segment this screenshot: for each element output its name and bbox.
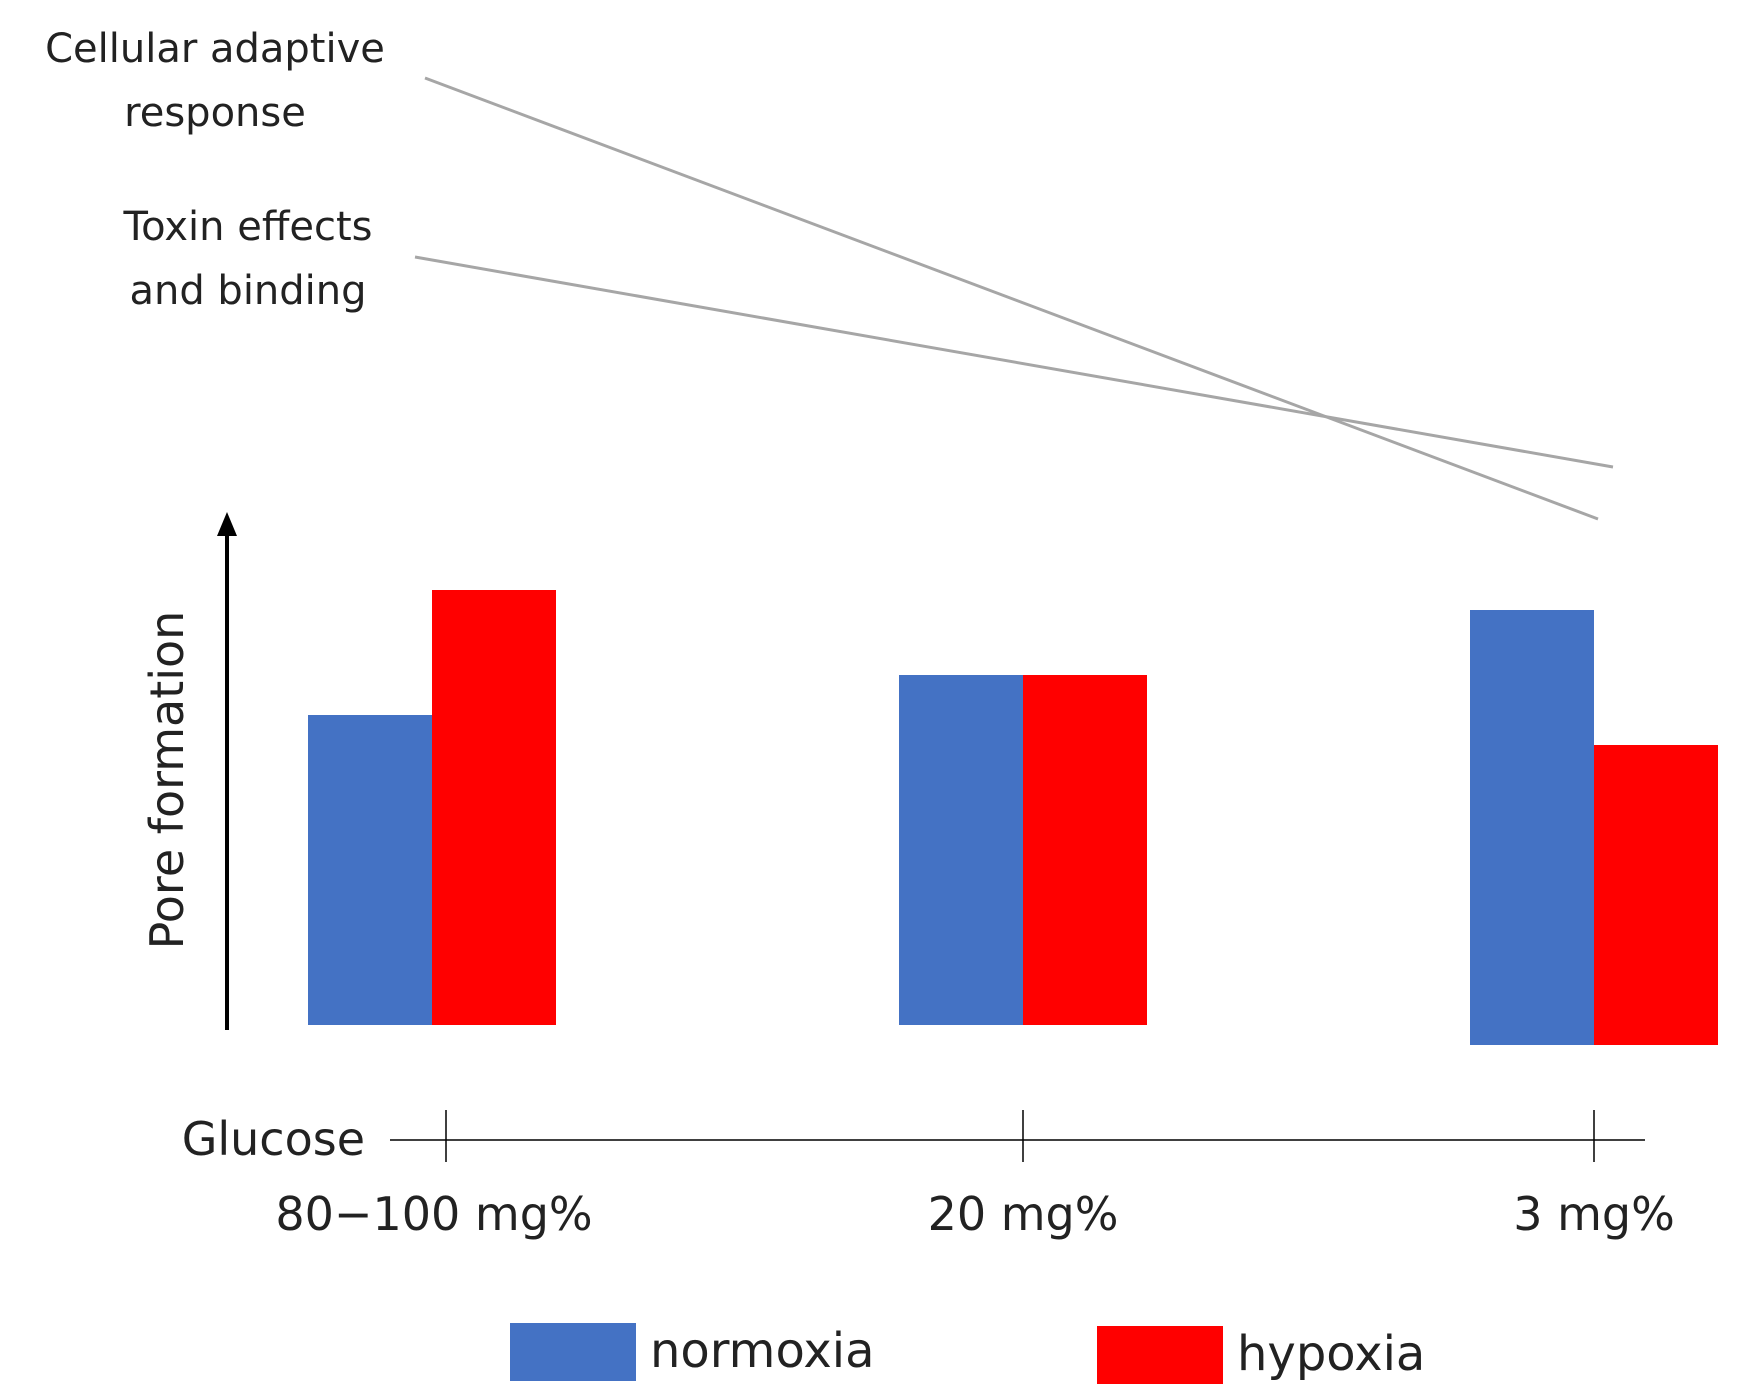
- bar-normoxia-20-mg: [899, 675, 1023, 1025]
- legend-swatch-normoxia: [510, 1323, 636, 1381]
- x-tick-label-80-100-mg: 80−100 mg%: [275, 1187, 592, 1241]
- legend-label-normoxia: normoxia: [650, 1323, 874, 1379]
- legend-label-hypoxia: hypoxia: [1237, 1326, 1425, 1382]
- bar-hypoxia-80-100-mg: [432, 590, 556, 1025]
- trend-label-toxin-line-2: and binding: [129, 268, 366, 314]
- bars: [308, 590, 1718, 1045]
- trend-label-cellular-line-1: Cellular adaptive: [45, 26, 385, 72]
- bar-hypoxia-3-mg: [1594, 745, 1718, 1045]
- y-axis-arrowhead: [217, 512, 237, 536]
- trend-annotations: Cellular adaptive response Toxin effects…: [45, 26, 1614, 521]
- bar-hypoxia-20-mg: [1023, 675, 1147, 1025]
- x-ticks: 80−100 mg% 20 mg% 3 mg%: [275, 1110, 1675, 1241]
- trend-line-cellular-response: [424, 76, 1599, 521]
- trend-label-toxin-line-1: Toxin effects: [122, 204, 372, 250]
- legend: normoxia hypoxia: [510, 1323, 1425, 1384]
- x-tick-label-20-mg: 20 mg%: [928, 1187, 1119, 1241]
- x-tick-label-3-mg: 3 mg%: [1513, 1187, 1675, 1241]
- y-axis: Pore formation: [140, 512, 237, 1030]
- bar-normoxia-3-mg: [1470, 610, 1594, 1045]
- x-axis-title: Glucose: [182, 1112, 365, 1166]
- trend-line-toxin-effects: [414, 255, 1614, 469]
- y-axis-title: Pore formation: [140, 611, 194, 950]
- bar-normoxia-80-100-mg: [308, 715, 432, 1025]
- legend-swatch-hypoxia: [1097, 1326, 1223, 1384]
- trend-label-cellular-line-2: response: [124, 90, 306, 136]
- x-axis: Glucose 80−100 mg% 20 mg% 3 mg%: [182, 1110, 1675, 1241]
